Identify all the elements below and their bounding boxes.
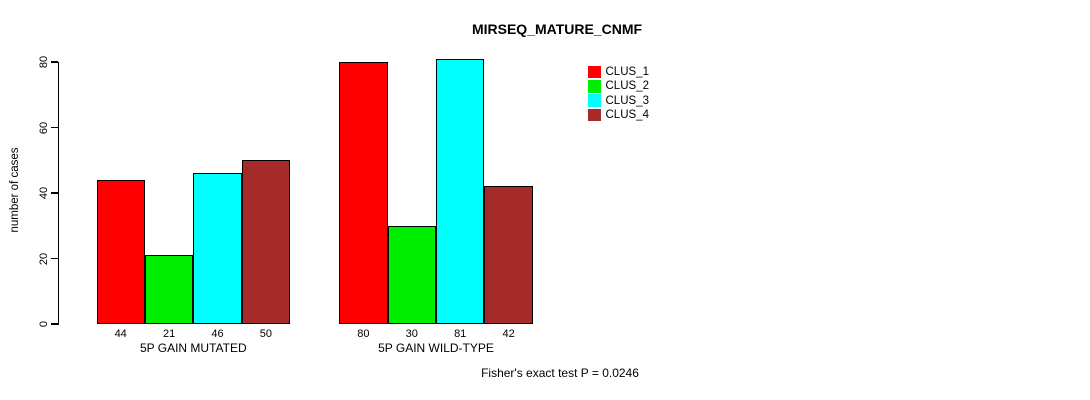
bar-clus_3-group1 xyxy=(193,173,242,324)
legend-item: CLUS_1 xyxy=(588,65,649,79)
bar-clus_4-group1 xyxy=(241,160,291,324)
y-axis-tick-label: 40 xyxy=(38,186,50,200)
legend-item: CLUS_2 xyxy=(588,79,649,93)
y-axis-tick-label: 80 xyxy=(38,55,50,69)
bar-value-label: 81 xyxy=(454,327,467,340)
bar-clus_1-group2 xyxy=(339,62,388,324)
y-axis-tick xyxy=(51,126,58,129)
x-axis-category-label: 5P GAIN MUTATED xyxy=(139,341,247,355)
legend-label: CLUS_4 xyxy=(605,109,649,122)
legend-label: CLUS_1 xyxy=(605,66,649,79)
legend-item: CLUS_4 xyxy=(588,108,649,122)
legend-swatch xyxy=(588,94,601,107)
bar-clus_3-group2 xyxy=(436,58,485,324)
x-axis-category-label: 5P GAIN WILD-TYPE xyxy=(378,341,494,355)
y-axis-tick xyxy=(51,192,58,194)
bar-clus_2-group1 xyxy=(144,255,194,324)
y-axis-tick-label: 60 xyxy=(38,121,50,134)
legend-swatch xyxy=(588,80,601,93)
bar-value-label: 30 xyxy=(405,327,418,340)
legend-label: CLUS_2 xyxy=(605,80,649,93)
y-axis-title: number of cases xyxy=(9,147,21,233)
legend-swatch xyxy=(588,108,601,122)
bar-clus_2-group2 xyxy=(387,225,436,324)
y-axis-tick xyxy=(51,323,58,325)
legend-swatch xyxy=(588,65,601,79)
bar-value-label: 80 xyxy=(357,327,370,340)
bar-clus_1-group1 xyxy=(96,179,145,324)
bar-value-label: 42 xyxy=(502,327,515,340)
chart-title: MIRSEQ_MATURE_CNMF xyxy=(471,21,643,37)
bar-value-label: 46 xyxy=(211,327,224,340)
legend: CLUS_1 CLUS_2 CLUS_3 CLUS_4 xyxy=(588,65,649,122)
y-axis-tick-label: 20 xyxy=(38,252,50,265)
y-axis-line xyxy=(58,62,60,325)
legend-label: CLUS_3 xyxy=(605,94,649,107)
bar-value-label: 44 xyxy=(114,327,127,340)
y-axis-tick xyxy=(51,61,58,63)
legend-item: CLUS_3 xyxy=(588,94,649,108)
y-axis-tick xyxy=(51,257,58,260)
pvalue-annotation: Fisher's exact test P = 0.0246 xyxy=(481,366,639,380)
bar-value-label: 21 xyxy=(162,327,176,340)
bar-clus_4-group2 xyxy=(484,186,533,324)
y-axis-tick-label: 0 xyxy=(38,320,50,328)
bar-value-label: 50 xyxy=(259,327,273,340)
